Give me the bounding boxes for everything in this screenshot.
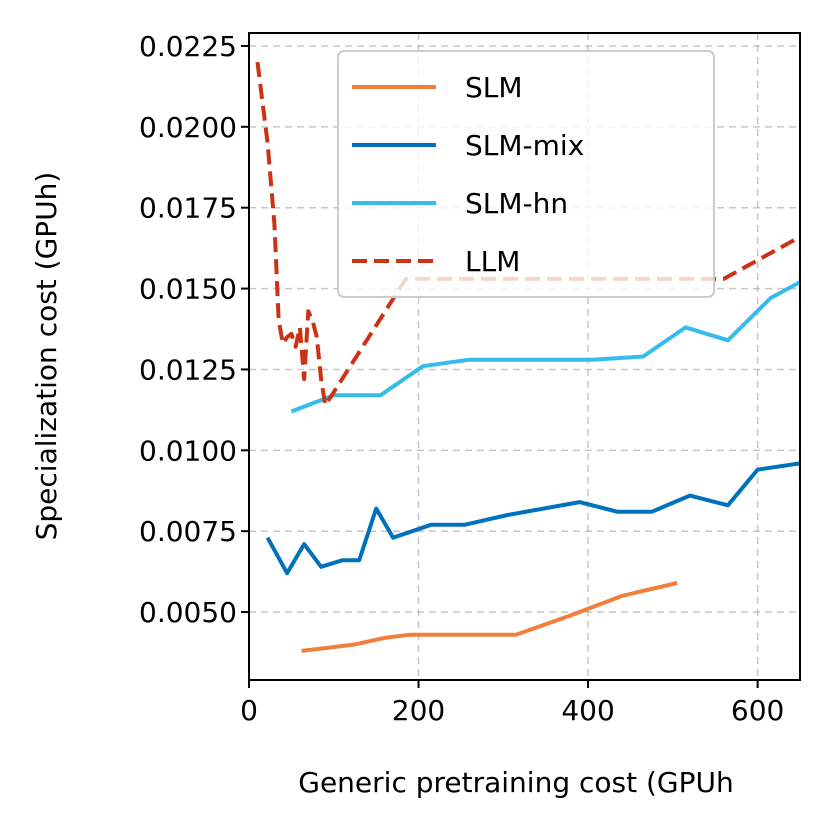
plot-frame: [248, 32, 801, 681]
legend: SLM SLM-mix SLM-hn LLM: [337, 50, 715, 298]
y-tick-label: 0.0100: [139, 434, 237, 467]
series-line-slm-hn: [290, 280, 800, 414]
y-tick-label: 0.0200: [139, 111, 237, 144]
series-group: [255, 61, 800, 653]
legend-label: LLM: [465, 245, 520, 278]
y-tick-label: 0.0175: [139, 192, 237, 225]
series-line-slm: [301, 581, 678, 653]
legend-label: SLM-mix: [465, 129, 584, 162]
legend-label: SLM: [465, 71, 523, 104]
y-tick-label: 0.0150: [139, 273, 237, 306]
y-tick-label: 0.0225: [139, 30, 237, 63]
series-line-llm: [255, 61, 800, 407]
y-tick-label: 0.0125: [139, 353, 237, 386]
x-axis: 0 200 400 600: [240, 680, 784, 727]
x-axis-title: Generic pretraining cost (GPUh: [298, 766, 734, 799]
legend-label: SLM-hn: [465, 187, 568, 220]
y-tick-label: 0.0050: [139, 596, 237, 629]
y-axis-title: Specialization cost (GPUh): [30, 172, 63, 541]
legend-box: [337, 50, 715, 298]
x-tick-label: 0: [240, 694, 258, 727]
y-tick-label: 0.0075: [139, 515, 237, 548]
x-tick-label: 400: [561, 694, 614, 727]
x-tick-label: 200: [392, 694, 445, 727]
series-line-slm-mix: [265, 461, 800, 576]
x-tick-label: 600: [731, 694, 784, 727]
y-axis: 0.0050 0.0075 0.0100 0.0125 0.0150 0.0175 0.02…: [139, 30, 249, 629]
